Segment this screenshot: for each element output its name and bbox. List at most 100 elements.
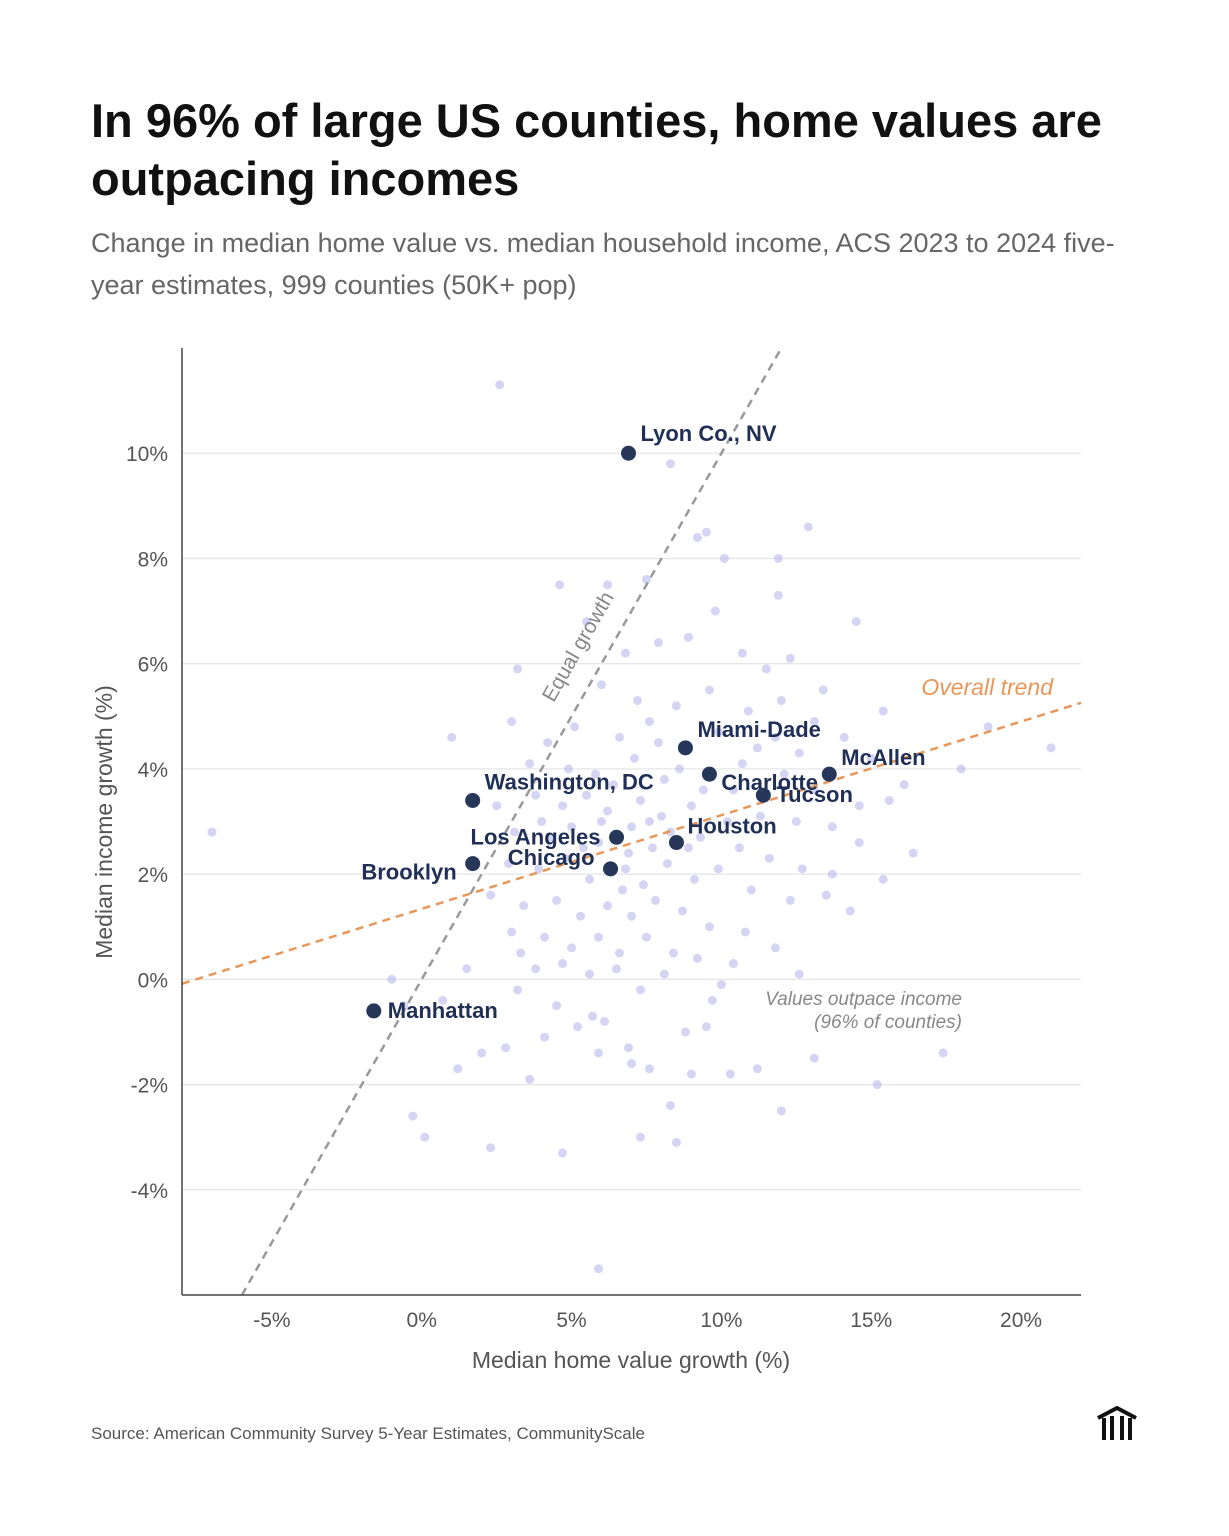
highlight-label: Washington, DC	[485, 769, 654, 794]
values-outpace-share: (96% of counties)	[814, 1012, 962, 1033]
data-point	[818, 685, 828, 695]
data-point	[956, 764, 966, 774]
data-point	[692, 532, 702, 542]
reference-lines	[181, 347, 1082, 1296]
data-point	[650, 895, 660, 905]
data-point	[627, 822, 636, 832]
data-point	[653, 638, 663, 648]
data-point	[653, 738, 663, 748]
data-point	[701, 1022, 711, 1032]
data-point	[839, 732, 849, 742]
data-point	[621, 648, 631, 658]
x-tick-label: 10%	[700, 1309, 742, 1332]
data-point	[938, 1048, 948, 1058]
data-point	[588, 1011, 598, 1021]
data-point	[662, 859, 672, 869]
axes: -4% -2% 0% 2% 4% 6% 8% 10% -5% 0% 5% 10% 15% 20%	[126, 348, 1081, 1332]
data-point	[752, 743, 762, 753]
x-tick-label: 20%	[1000, 1309, 1042, 1332]
data-point	[495, 380, 505, 390]
data-point	[504, 859, 514, 869]
data-point	[737, 648, 747, 658]
data-point	[809, 717, 819, 727]
highlight-point	[609, 829, 625, 845]
data-point	[555, 580, 565, 590]
data-point	[899, 780, 909, 790]
highlight-label: Chicago	[508, 845, 595, 870]
data-point	[797, 864, 807, 874]
y-tick-label: 6%	[138, 654, 168, 677]
data-point	[567, 822, 577, 832]
data-point	[755, 811, 765, 821]
data-point	[740, 927, 750, 937]
data-point	[734, 843, 744, 853]
data-point	[728, 785, 738, 795]
highlight-label: Manhattan	[388, 998, 498, 1023]
building-columns-icon	[1096, 1405, 1138, 1447]
data-point	[513, 985, 523, 995]
overall-trend-line	[181, 701, 1082, 985]
data-point	[638, 880, 648, 890]
data-point	[779, 769, 789, 779]
data-point	[776, 695, 786, 705]
data-point	[420, 1132, 430, 1142]
highlight-point	[677, 740, 693, 756]
data-point	[884, 795, 894, 805]
data-point	[621, 864, 631, 874]
highlight-label: Brooklyn	[361, 860, 456, 885]
data-point	[552, 1001, 562, 1011]
data-point	[671, 701, 681, 711]
data-point	[579, 843, 589, 853]
data-point	[737, 759, 747, 769]
data-point	[722, 817, 732, 826]
data-point	[878, 874, 888, 884]
data-point	[803, 522, 813, 532]
data-point	[719, 553, 729, 563]
data-point	[770, 943, 780, 953]
data-point	[743, 706, 753, 716]
equal-growth-label: Equal growth	[538, 588, 619, 706]
data-point	[785, 653, 795, 663]
data-point	[827, 822, 837, 832]
highlight-label: McAllen	[841, 745, 925, 770]
data-point	[564, 764, 574, 774]
data-point	[665, 459, 675, 469]
data-point	[591, 769, 601, 779]
highlight-label: Houston	[687, 814, 776, 839]
data-point	[791, 817, 801, 826]
data-point	[453, 1064, 463, 1074]
data-point	[582, 617, 592, 627]
data-point	[671, 1137, 681, 1147]
data-point	[519, 901, 529, 911]
y-tick-label: -4%	[131, 1180, 168, 1203]
data-point	[534, 864, 544, 874]
data-point	[507, 927, 517, 937]
data-point	[624, 1043, 634, 1053]
y-tick-label: 8%	[138, 548, 168, 571]
data-point	[707, 995, 717, 1005]
data-point	[821, 890, 831, 900]
background-points	[207, 380, 1056, 1274]
data-point	[683, 632, 693, 642]
data-point	[627, 911, 636, 921]
data-point	[635, 795, 645, 805]
data-point	[492, 801, 502, 811]
data-point	[677, 906, 687, 916]
data-point	[641, 932, 651, 942]
highlight-label: Charlotte	[721, 770, 818, 795]
highlight-point	[603, 861, 619, 877]
data-point	[665, 1101, 675, 1111]
data-point	[408, 1111, 418, 1121]
data-point	[531, 790, 541, 800]
y-tick-label: 10%	[126, 443, 168, 466]
data-point	[674, 764, 684, 774]
data-point	[656, 811, 666, 821]
data-point	[624, 848, 634, 858]
data-point	[513, 664, 523, 674]
y-tick-label: 0%	[138, 969, 168, 992]
data-point	[540, 932, 550, 942]
data-point	[770, 732, 780, 742]
x-tick-label: 15%	[850, 1309, 892, 1332]
data-point	[594, 932, 604, 942]
